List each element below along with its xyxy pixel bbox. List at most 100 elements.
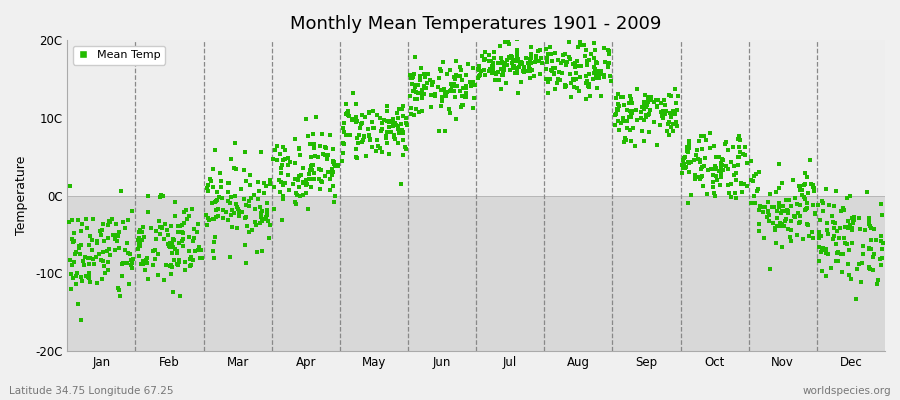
Point <box>125 260 140 266</box>
Point <box>415 95 429 102</box>
Point <box>120 260 134 266</box>
Point <box>781 226 796 232</box>
Point <box>274 179 288 186</box>
Point <box>472 72 486 79</box>
Point <box>405 81 419 87</box>
Point <box>793 213 807 220</box>
Point <box>863 223 878 230</box>
Point <box>729 177 743 183</box>
Point <box>862 264 877 270</box>
Point <box>563 94 578 100</box>
Point <box>112 229 126 235</box>
Point <box>531 48 545 54</box>
Point <box>146 248 160 254</box>
Point <box>534 54 548 61</box>
Point <box>473 72 488 79</box>
Point <box>349 134 364 141</box>
Point <box>407 88 421 94</box>
Point <box>230 225 244 232</box>
Point <box>526 73 541 79</box>
Point <box>738 152 752 159</box>
Point <box>474 68 489 74</box>
Point <box>318 172 332 179</box>
Point <box>307 145 321 151</box>
Point <box>540 55 554 61</box>
Point <box>262 235 276 242</box>
Point <box>820 219 834 226</box>
Point <box>116 260 130 266</box>
Point <box>497 67 511 74</box>
Point <box>202 176 217 182</box>
Point <box>704 166 718 172</box>
Point <box>178 266 193 273</box>
Point <box>535 60 549 66</box>
Point <box>547 86 562 92</box>
Point <box>201 215 215 221</box>
Point <box>611 101 625 107</box>
Point <box>625 108 639 114</box>
Point <box>616 114 630 121</box>
Point <box>641 112 655 119</box>
Point <box>194 254 209 261</box>
Point <box>433 66 447 72</box>
Point <box>486 68 500 74</box>
Point <box>335 158 349 164</box>
Point <box>510 66 525 72</box>
Point <box>446 83 460 90</box>
Point <box>589 74 603 81</box>
Point <box>276 144 291 150</box>
Point <box>338 132 353 138</box>
Point <box>304 184 319 190</box>
Point <box>858 227 872 234</box>
Point <box>104 252 118 258</box>
Point <box>636 106 651 112</box>
Point <box>693 176 707 182</box>
Point <box>281 172 295 179</box>
Point <box>654 113 669 120</box>
Point <box>191 221 205 227</box>
Point <box>539 76 554 82</box>
Point <box>464 83 478 89</box>
Point <box>192 244 206 250</box>
Point <box>608 112 623 118</box>
Point <box>314 166 328 173</box>
Point <box>737 181 751 187</box>
Point <box>213 184 228 190</box>
Point <box>581 84 596 90</box>
Point <box>797 196 812 202</box>
Point <box>701 167 716 173</box>
Point <box>579 80 593 86</box>
Point <box>254 210 268 216</box>
Point <box>784 238 798 244</box>
Point <box>524 50 538 57</box>
Point <box>750 188 764 194</box>
Point <box>634 115 648 122</box>
Point <box>408 54 422 60</box>
Point <box>587 55 601 61</box>
Point <box>601 62 616 69</box>
Point <box>529 55 544 61</box>
Point <box>758 204 772 210</box>
Point <box>377 117 392 124</box>
Point <box>394 106 409 112</box>
Point <box>434 68 448 74</box>
Point <box>617 118 632 124</box>
Point <box>364 137 378 144</box>
Point <box>845 240 859 246</box>
Point <box>69 272 84 279</box>
Point <box>303 167 318 174</box>
Point <box>644 93 658 100</box>
Point <box>136 261 150 267</box>
Point <box>327 198 341 205</box>
Point <box>617 135 632 141</box>
Point <box>211 213 225 220</box>
Point <box>723 190 737 196</box>
Point <box>282 187 296 193</box>
Point <box>413 77 428 84</box>
Point <box>472 63 486 69</box>
Point <box>262 221 276 228</box>
Point <box>875 246 889 252</box>
Point <box>97 263 112 270</box>
Point <box>601 46 616 53</box>
Point <box>255 248 269 254</box>
